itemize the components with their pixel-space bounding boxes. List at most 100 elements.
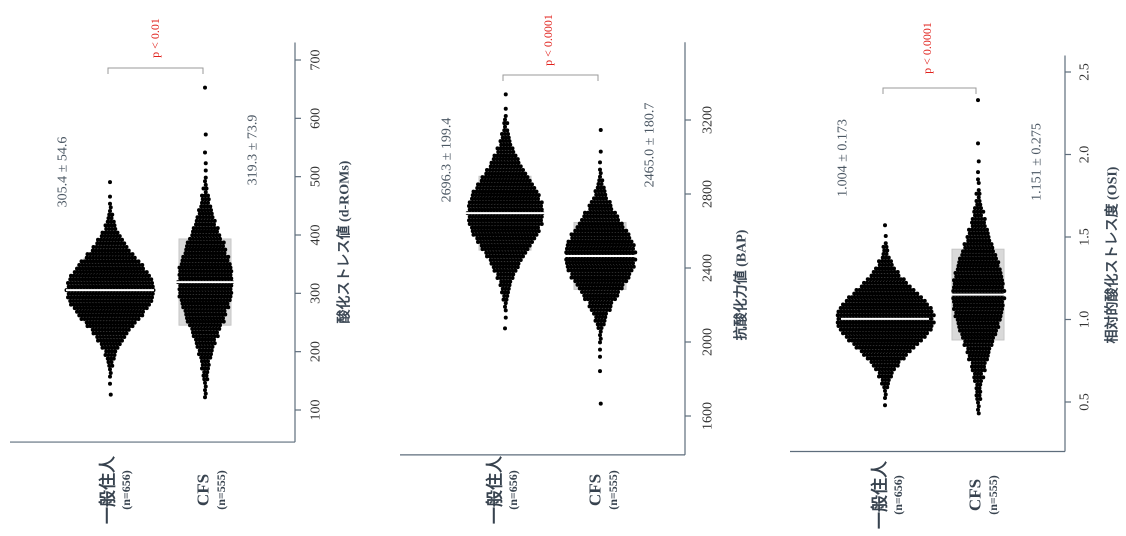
swarm-dot — [514, 154, 518, 158]
swarm-dot — [908, 349, 912, 353]
y-axis-title: 酸化ストレス値 (d-ROMs) — [336, 160, 353, 323]
swarm-dot — [598, 348, 602, 352]
swarm-dot — [598, 333, 602, 337]
group-label: CFS — [966, 479, 985, 511]
y-tick-label: 2400 — [701, 254, 716, 282]
y-tick-label: 600 — [309, 108, 324, 129]
y-tick-label: 1.5 — [1078, 228, 1093, 246]
swarm-dot — [207, 197, 211, 201]
swarm-dot — [145, 306, 149, 310]
swarm-dot — [896, 364, 900, 368]
swarm-dot — [999, 275, 1003, 279]
swarm-dot — [205, 186, 209, 190]
swarm-dot — [996, 260, 1000, 264]
swarm-dot — [883, 389, 887, 393]
swarm-dot — [919, 338, 923, 342]
swarm-dot — [1002, 296, 1006, 300]
swarm-dot — [925, 331, 929, 335]
swarm-dot — [140, 313, 144, 317]
y-axis-title: 抗酸化力値 (BAP) — [733, 229, 750, 340]
swarm-dot — [990, 343, 994, 347]
swarm-dot — [896, 270, 900, 274]
swarm-dot — [125, 245, 129, 249]
swarm-dot — [978, 393, 982, 397]
swarm-dot — [229, 269, 233, 273]
swarm-dot — [998, 267, 1002, 271]
significance-bracket — [503, 75, 598, 81]
swarm-dot — [603, 189, 607, 193]
swarm-dot — [929, 306, 933, 310]
swarm-dot — [884, 234, 888, 238]
swarm-dot — [113, 353, 117, 357]
swarm-dot — [210, 212, 214, 216]
swarm-dot — [540, 222, 544, 226]
swarm-dot — [203, 179, 207, 183]
swarm-dot — [604, 312, 608, 316]
swarm-dot — [212, 338, 216, 342]
swarm-dot — [599, 150, 603, 154]
swarm-dot — [228, 262, 232, 266]
swarm-dot — [137, 317, 141, 321]
swarm-dot — [620, 222, 624, 226]
swarm-dot — [212, 222, 216, 226]
swarm-dot — [977, 404, 981, 408]
y-tick-label: 1.0 — [1078, 311, 1093, 329]
swarm-dot — [616, 218, 620, 222]
swarm-dot — [904, 353, 908, 357]
swarm-dot — [516, 265, 520, 269]
swarm-dot — [211, 345, 215, 349]
swarm-dot — [885, 385, 889, 389]
swarm-dot — [508, 139, 512, 143]
y-axis-title: 相対的酸化ストレス度 (OSI) — [1104, 166, 1121, 343]
group-label: 一般住人 — [870, 460, 890, 529]
swarm-dot — [627, 272, 631, 276]
swarm-dot — [229, 287, 233, 291]
swarm-dot — [223, 309, 227, 313]
swarm-dot — [884, 392, 888, 396]
swarm-dot — [598, 340, 602, 344]
y-tick-label: 2.5 — [1078, 63, 1093, 81]
swarm-dot — [616, 290, 620, 294]
swarm-dot — [204, 183, 208, 187]
swarm-dot — [983, 224, 987, 228]
swarm-dot — [996, 325, 1000, 329]
swarm-dot — [892, 367, 896, 371]
swarm-dot — [897, 274, 901, 278]
swarm-dot — [503, 118, 507, 122]
swarm-dot — [133, 256, 137, 260]
p-value-label: p < 0.0001 — [541, 14, 555, 66]
swarm-dot — [608, 308, 612, 312]
swarm-dot — [150, 295, 154, 299]
swarm-dot — [902, 277, 906, 281]
swarm-dot — [505, 121, 509, 125]
swarm-dot — [508, 280, 512, 284]
swarm-dot — [985, 357, 989, 361]
swarm-dot — [627, 236, 631, 240]
swarm-dot — [979, 379, 983, 383]
swarm-dot — [210, 348, 214, 352]
swarm-dot — [211, 215, 215, 219]
swarm-dot — [923, 299, 927, 303]
swarm-dot — [514, 269, 518, 273]
swarm-dot — [885, 245, 889, 249]
swarm-dot — [140, 263, 144, 267]
swarm-dot — [229, 291, 233, 295]
swarm-dot — [504, 107, 508, 111]
swarm-dot — [615, 214, 619, 218]
swarm-dot — [978, 203, 982, 207]
swarm-dot — [204, 161, 208, 165]
swarm-dot — [204, 176, 208, 180]
swarm-dot — [599, 128, 603, 132]
swarm-dot — [536, 197, 540, 201]
swarm-dot — [226, 258, 230, 262]
swarm-dot — [127, 249, 131, 253]
swarm-dot — [207, 363, 211, 367]
swarm-dot — [539, 204, 543, 208]
swarm-dot — [209, 352, 213, 356]
swarm-dot — [998, 318, 1002, 322]
swarm-dot — [504, 301, 508, 305]
swarm-dot — [604, 196, 608, 200]
swarm-dot — [504, 316, 508, 320]
swarm-dot — [133, 321, 137, 325]
